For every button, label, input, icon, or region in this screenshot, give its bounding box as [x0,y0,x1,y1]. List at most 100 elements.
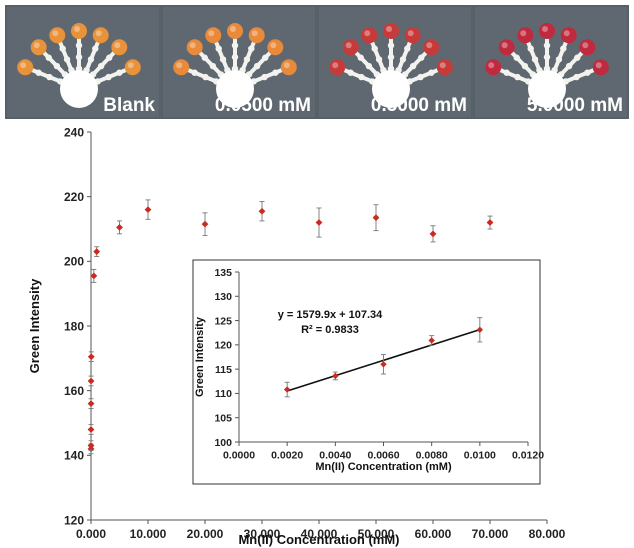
photo-panel: Blank [5,5,161,119]
channel-bulb [201,54,208,61]
detection-zone [560,27,577,44]
photo-panel: 0.5000 mM [317,5,473,119]
data-point [428,337,435,344]
channel-bulb [261,73,268,81]
x-tick-label: 0.0080 [416,450,448,462]
channel-bulb [106,54,113,61]
zone-highlight [563,30,570,37]
x-tick-label: 0.0020 [271,450,303,462]
channel-bulb [59,45,66,52]
channel-bulb [514,73,521,81]
y-tick-label: 100 [214,437,232,449]
data-point [144,206,152,213]
channel-bulb [527,45,534,52]
y-tick-label: 110 [215,388,232,400]
data-point [93,248,101,256]
zone-highlight [74,26,80,32]
data-point [201,220,209,228]
zone-highlight [176,62,183,69]
detection-zone [592,59,609,76]
channel-bulb [358,73,365,81]
sample-inlet [60,70,98,108]
detection-zone [517,27,534,44]
channel-bulb [409,62,417,70]
panel-label: 0.5000 mM [371,95,467,116]
zone-highlight [270,42,277,49]
channel-bulb [513,54,520,61]
data-point [90,272,98,280]
channel-bulb [375,56,383,63]
data-point [87,442,95,450]
data-point [116,223,123,231]
channel-bulb [365,62,373,70]
zone-highlight [230,26,236,32]
channel-bulb [231,42,239,49]
detection-zone [124,59,141,76]
data-point [476,326,484,333]
device-photo-strip: Blank 0.0500 mM 0.5000 mM 5.0000 mM [5,5,629,119]
detection-zone [71,23,87,39]
channel-bulb [584,69,591,76]
channel-bulb [574,54,581,61]
data-point [87,426,95,433]
channel-bulb [97,62,105,70]
r-squared-label: R² = 0.9833 [301,324,359,336]
detection-zone [539,23,555,39]
x-tick-label: 0.0100 [464,450,496,462]
channel-bulb [404,45,411,52]
zone-highlight [426,42,433,49]
y-tick-label: 220 [64,190,84,204]
x-tick-label: 80.000 [529,527,566,541]
outer-plot: 120 140 160 180 200 220 240 0.000 10.000 20.000 30… [27,125,566,547]
detection-zone [579,39,596,56]
detection-zone [342,39,359,56]
zone-highlight [364,30,371,37]
panel-label: 5.0000 mM [527,95,623,116]
detection-zone [248,27,265,44]
channel-bulb [87,56,95,63]
detection-zone [17,59,34,76]
channel-bulb [418,54,425,61]
zone-highlight [332,62,339,69]
x-tick-label: 40.000 [301,527,338,541]
channel-bulb [357,54,364,61]
zone-highlight [595,62,602,69]
detection-zone [423,39,440,56]
detection-zone [383,23,399,39]
data-point [87,377,95,385]
channel-bulb [272,69,279,76]
x-tick-label: 0.0040 [319,450,351,462]
panel-label: Blank [103,95,155,116]
detection-zone [186,39,203,56]
y-tick-label: 120 [214,340,232,352]
channel-bulb [560,45,567,52]
detection-zone [173,59,190,76]
x-tick-label: 0.0120 [512,450,544,462]
detection-zone [111,39,128,56]
zone-highlight [542,26,548,32]
detection-zone [92,27,109,44]
y-axis-title: Green Intensity [194,316,206,397]
channel-bulb [243,56,251,63]
zone-highlight [251,30,258,37]
channel-bulb [215,45,222,52]
detection-zone [280,59,297,76]
channel-bulb [92,45,99,52]
photo-panel: 0.0500 mM [161,5,317,119]
detection-zone [361,27,378,44]
y-tick-label: 200 [64,255,84,269]
zone-highlight [208,30,215,37]
y-tick-label: 135 [214,267,232,279]
detection-zone [30,39,47,56]
channel-bulb [387,53,395,61]
channel-bulb [63,56,71,63]
zone-highlight [386,26,392,32]
channel-bulb [75,53,83,61]
detection-zone [329,59,346,76]
data-point [315,219,323,226]
zone-highlight [114,42,121,49]
photo-panel: 5.0000 mM [473,5,629,119]
data-point [372,214,380,222]
inset-plot: 100 105 110 115 120 125 130 135 0.0000 0.0020 0.00… [192,259,544,485]
zone-highlight [488,62,495,69]
